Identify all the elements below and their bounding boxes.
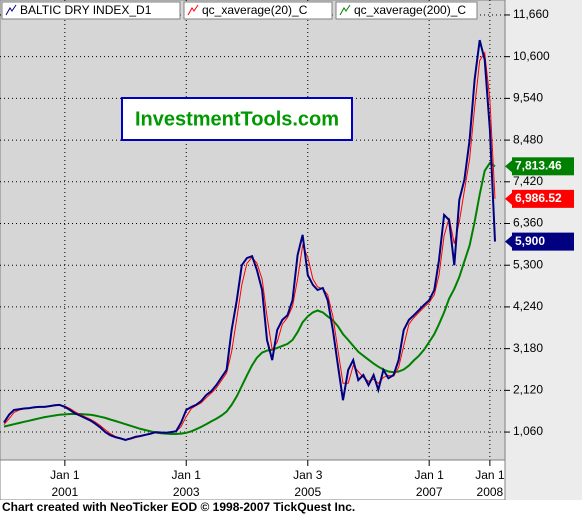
value-label: 6,986.52 [515,191,562,205]
y-tick-label: 9,540 [513,91,543,105]
y-tick-label: 4,240 [513,299,543,313]
x-tick-label: 2001 [51,485,78,499]
x-tick-label: Jan 1 [475,468,505,482]
x-tick-label: 2003 [173,485,200,499]
x-tick-label: Jan 1 [414,468,444,482]
legend-box [1,1,181,20]
legend-box [335,1,478,20]
series-line [3,161,496,435]
value-label-box [512,157,574,176]
plot-area [0,0,506,461]
watermark: InvestmentTools.com [135,108,339,130]
value-label-pointer [505,235,512,248]
x-tick-label: Jan 1 [172,468,202,482]
y-tick-label: 1,060 [513,424,543,438]
value-label-box [512,189,574,208]
legend-label: qc_xaverage(200)_C [354,3,466,17]
series-line [3,51,496,441]
x-tick-label: 2008 [477,485,504,499]
watermark-box [121,97,353,141]
y-tick-label: 3,180 [513,341,543,355]
x-tick-label: 2007 [416,485,443,499]
y-tick-label: 7,420 [513,174,543,188]
y-tick-label: 6,360 [513,216,543,230]
legend-swatch [5,4,17,16]
value-label: 5,900 [515,234,545,248]
footer: Chart created with NeoTicker EOD © 1998-… [2,500,355,514]
legend-swatch [187,4,199,16]
y-tick-label: 10,600 [513,49,550,63]
x-axis-area [0,459,506,501]
legend-swatch [339,4,351,16]
value-label-box [512,232,574,251]
y-tick-label: 2,120 [513,383,543,397]
x-tick-label: 2005 [294,485,321,499]
value-label-pointer [505,192,512,205]
value-label-pointer [505,160,512,173]
series-line [3,39,496,441]
legend-label: qc_xaverage(20)_C [202,3,308,17]
y-tick-label: 8,480 [513,132,543,146]
footer-bg [0,500,582,516]
y-tick-label: 11,660 [513,7,549,21]
x-tick-label: Jan 1 [50,468,80,482]
x-tick-label: Jan 3 [293,468,323,482]
y-tick-label: 5,300 [513,257,543,271]
legend-label: BALTIC DRY INDEX_D1 [20,3,152,17]
value-label: 7,813.46 [515,158,562,172]
legend-box [183,1,333,20]
